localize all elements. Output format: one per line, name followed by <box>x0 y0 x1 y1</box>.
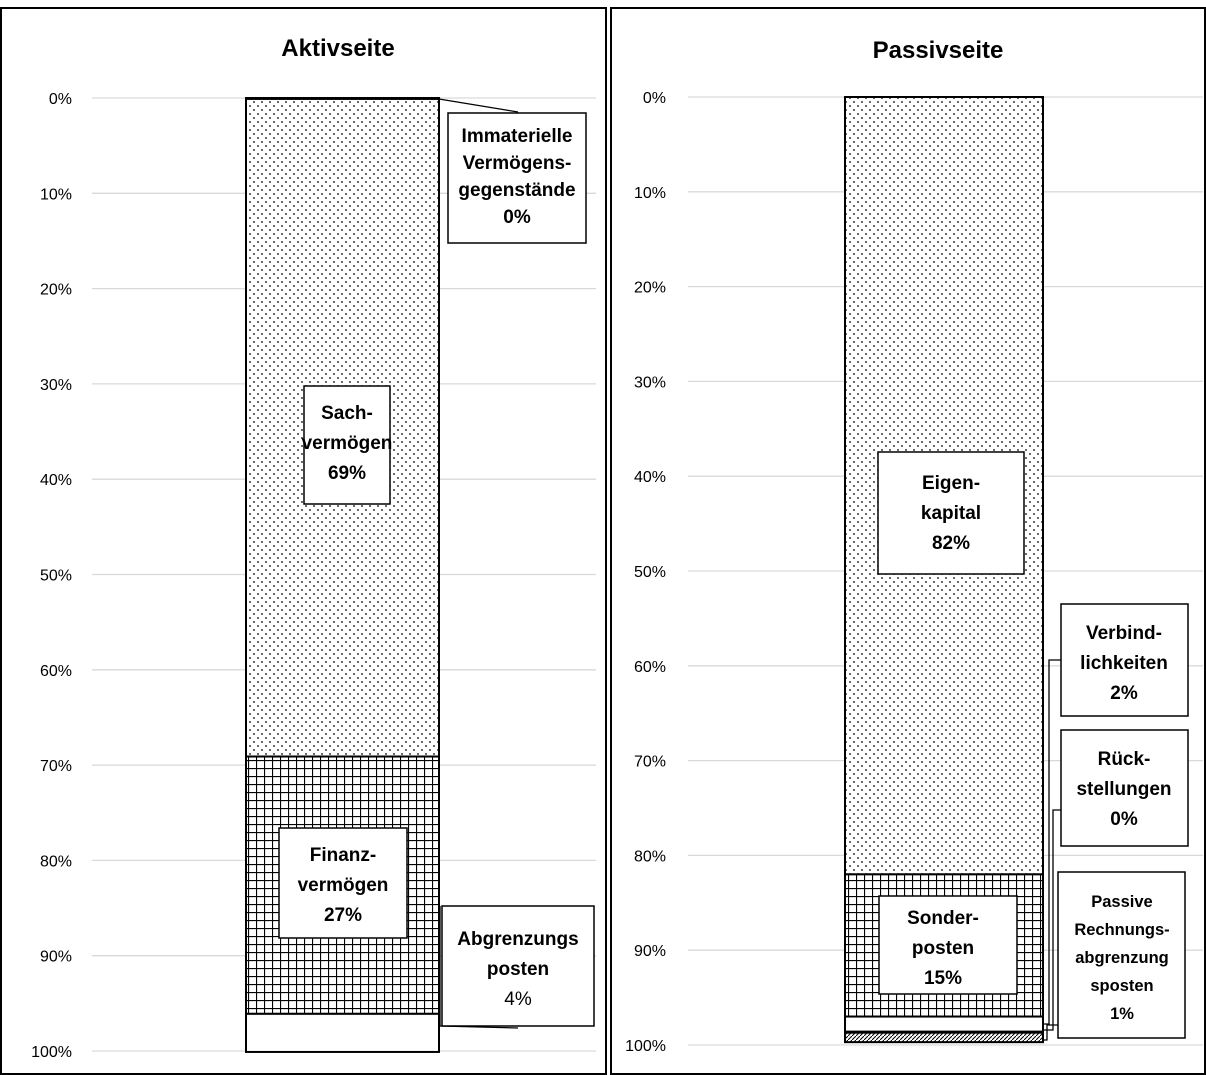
right-panel-frame <box>610 7 1206 1075</box>
data-label: vermögen <box>302 433 393 454</box>
y-tick-label: 0% <box>643 90 666 107</box>
y-tick-label: 40% <box>634 469 666 486</box>
bar-segment <box>844 1015 1044 1033</box>
data-label: Finanz- <box>310 845 377 866</box>
y-tick-label: 50% <box>634 564 666 581</box>
leader-line <box>1043 1024 1058 1041</box>
y-tick-label: 20% <box>40 282 72 299</box>
bar-segment <box>245 1012 440 1053</box>
data-label: stellungen <box>1076 779 1171 800</box>
y-tick-label: 50% <box>40 568 72 585</box>
data-label: 2% <box>1110 683 1138 704</box>
left-panel-frame <box>0 7 607 1075</box>
data-label: Immaterielle <box>462 126 573 147</box>
leader-line <box>1043 809 1061 1031</box>
data-label: Vermögens- <box>463 153 572 174</box>
data-label: gegenstände <box>458 180 575 201</box>
right-chart-title: Passivseite <box>873 37 1004 64</box>
label-box <box>1057 871 1186 1039</box>
label-box <box>878 895 1018 995</box>
label-box <box>447 112 587 244</box>
data-label: 15% <box>924 968 962 989</box>
y-tick-label: 10% <box>634 185 666 202</box>
data-label: lichkeiten <box>1080 653 1168 674</box>
data-label: 27% <box>324 905 362 926</box>
data-label: Sonder- <box>907 908 979 929</box>
y-tick-label: 30% <box>40 377 72 394</box>
y-tick-label: 60% <box>40 663 72 680</box>
data-label: posten <box>487 959 549 980</box>
y-tick-label: 0% <box>49 91 72 108</box>
y-tick-label: 40% <box>40 472 72 489</box>
data-label: Passive <box>1091 893 1152 911</box>
y-tick-label: 70% <box>634 754 666 771</box>
label-box <box>1060 729 1189 847</box>
data-label: sposten <box>1090 977 1153 995</box>
y-tick-label: 30% <box>634 374 666 391</box>
y-tick-label: 100% <box>625 1038 666 1055</box>
data-label: posten <box>912 938 974 959</box>
label-box <box>1060 603 1189 717</box>
bar-segment <box>844 1031 1044 1044</box>
data-label: 69% <box>328 463 366 484</box>
data-label: Eigen- <box>922 473 980 494</box>
data-label: 4% <box>504 989 532 1010</box>
data-label: Verbind- <box>1086 623 1162 644</box>
leader-line <box>1043 659 1061 1025</box>
y-tick-label: 90% <box>634 943 666 960</box>
y-tick-label: 100% <box>31 1044 72 1061</box>
y-tick-label: 20% <box>634 280 666 297</box>
label-box <box>278 827 408 939</box>
data-label: kapital <box>921 503 981 524</box>
label-box <box>441 905 595 1027</box>
label-box <box>877 451 1025 575</box>
data-label: Sach- <box>321 403 373 424</box>
data-label: 0% <box>1110 809 1138 830</box>
left-chart-title: Aktivseite <box>281 35 394 62</box>
y-tick-label: 60% <box>634 659 666 676</box>
data-label: 0% <box>503 207 531 228</box>
leader-line <box>438 98 519 113</box>
data-label: vermögen <box>298 875 389 896</box>
data-label: abgrenzung <box>1075 949 1169 967</box>
data-label: Rechnungs- <box>1074 921 1169 939</box>
y-tick-label: 70% <box>40 758 72 775</box>
label-box <box>303 385 391 505</box>
y-tick-label: 80% <box>40 853 72 870</box>
y-tick-label: 10% <box>40 186 72 203</box>
data-label: Rück- <box>1098 749 1151 770</box>
y-tick-label: 80% <box>634 848 666 865</box>
data-label: Abgrenzungs <box>457 929 578 950</box>
y-tick-label: 90% <box>40 949 72 966</box>
data-label: 82% <box>932 533 970 554</box>
data-label: 1% <box>1110 1005 1134 1023</box>
